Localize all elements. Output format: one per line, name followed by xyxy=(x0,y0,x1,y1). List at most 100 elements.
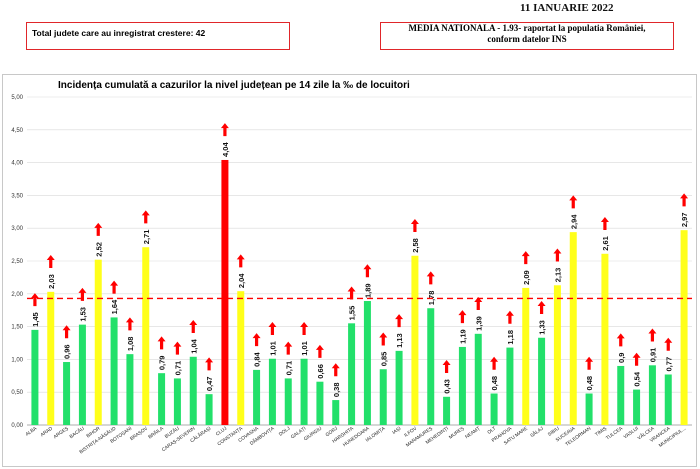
x-tick-label: BACĂU xyxy=(68,425,86,441)
bar xyxy=(474,333,482,425)
report-date: 11 IANUARIE 2022 xyxy=(520,2,614,14)
bar xyxy=(110,317,118,425)
up-arrow-icon xyxy=(315,344,324,358)
bar xyxy=(553,285,561,425)
national-average-box: MEDIA NATIONALA - 1.93- raportat la popu… xyxy=(380,22,674,50)
data-label: 1,13 xyxy=(395,333,404,348)
x-tick-label: OLT xyxy=(486,426,497,436)
up-arrow-icon xyxy=(220,123,229,137)
bar xyxy=(680,230,688,425)
x-tick-label: SĂLAJ xyxy=(529,425,546,439)
data-label: 0,54 xyxy=(633,371,642,386)
bar xyxy=(443,396,451,425)
bar xyxy=(142,247,150,425)
bar xyxy=(617,365,625,425)
bar xyxy=(648,365,656,425)
data-label: 1,01 xyxy=(268,341,277,356)
bar xyxy=(126,354,134,425)
up-arrow-icon xyxy=(157,336,166,350)
data-label: 0,79 xyxy=(158,356,167,371)
bar xyxy=(94,259,102,425)
bar xyxy=(633,389,641,425)
data-label: 2,52 xyxy=(94,242,103,257)
counties-increase-text: Total judete care au inregistrat crester… xyxy=(32,28,206,38)
up-arrow-icon xyxy=(632,352,641,366)
bar xyxy=(63,362,71,425)
bar xyxy=(395,350,403,425)
up-arrow-icon xyxy=(30,293,39,307)
bar xyxy=(300,358,308,425)
bar xyxy=(332,400,340,425)
data-label: 2,09 xyxy=(522,270,531,285)
bar xyxy=(664,374,672,425)
up-arrow-icon xyxy=(490,356,499,370)
data-label: 0,85 xyxy=(379,352,388,367)
y-tick-label: 2,00 xyxy=(11,292,23,298)
data-label: 1,55 xyxy=(348,306,357,321)
data-label: 0,77 xyxy=(664,357,673,372)
bar xyxy=(253,369,261,425)
x-tick-label: BRAȘOV xyxy=(129,425,149,442)
up-arrow-icon xyxy=(173,341,182,355)
bar xyxy=(268,358,276,425)
data-label: 4,04 xyxy=(221,142,230,157)
up-arrow-icon xyxy=(141,210,150,224)
up-arrow-icon xyxy=(600,216,609,230)
bar xyxy=(158,373,166,425)
chart-title: Incidența cumulată a cazurilor la nivel … xyxy=(58,80,410,91)
bar xyxy=(411,255,419,425)
y-tick-label: 0,50 xyxy=(11,390,23,396)
bar xyxy=(569,232,577,425)
bar xyxy=(348,323,356,425)
bar xyxy=(379,369,387,425)
data-label: 0,91 xyxy=(648,348,657,363)
national-average-line2: conform datelor INS xyxy=(487,34,567,44)
x-tick-label: MUREȘ xyxy=(448,426,466,441)
up-arrow-icon xyxy=(110,280,119,294)
data-label: 2,61 xyxy=(601,236,610,251)
data-label: 1,18 xyxy=(506,330,515,345)
x-tick-label: ARGEȘ xyxy=(53,426,70,441)
bar xyxy=(601,253,609,425)
x-tick-label: IAȘI xyxy=(391,426,402,436)
up-arrow-icon xyxy=(379,332,388,346)
y-tick-label: 4,00 xyxy=(11,161,23,167)
bar xyxy=(173,378,181,425)
data-label: 0,96 xyxy=(63,344,72,359)
y-tick-label: 4,50 xyxy=(11,128,23,134)
data-label: 1,64 xyxy=(110,299,119,314)
data-label: 0,66 xyxy=(316,364,325,379)
data-label: 2,03 xyxy=(47,274,56,289)
up-arrow-icon xyxy=(537,300,546,314)
data-label: 0,47 xyxy=(205,377,214,392)
up-arrow-icon xyxy=(252,333,261,347)
up-arrow-icon xyxy=(94,222,103,236)
bar xyxy=(237,291,245,425)
up-arrow-icon xyxy=(664,337,673,351)
y-tick-label: 5,00 xyxy=(11,95,23,101)
data-label: 0,71 xyxy=(284,361,293,376)
bar xyxy=(363,301,371,425)
bar xyxy=(585,393,593,425)
national-average-line1: MEDIA NATIONALA - 1.93- raportat la popu… xyxy=(408,23,646,33)
x-tick-label: NEAMȚ xyxy=(464,426,481,441)
x-tick-label: MUNICIPIUL... xyxy=(658,426,687,449)
data-label: 1,89 xyxy=(363,283,372,298)
data-label: 2,58 xyxy=(411,238,420,253)
x-tick-label: BRĂILA xyxy=(147,424,166,440)
up-arrow-icon xyxy=(569,195,578,209)
data-label: 0,84 xyxy=(253,351,262,366)
data-label: 0,71 xyxy=(173,361,182,376)
up-arrow-icon xyxy=(680,193,689,207)
y-tick-label: 0,00 xyxy=(11,423,23,429)
up-arrow-icon xyxy=(268,321,277,335)
up-arrow-icon xyxy=(426,271,435,285)
bar xyxy=(458,346,466,425)
bar xyxy=(78,324,86,425)
up-arrow-icon xyxy=(347,286,356,300)
y-tick-label: 1,50 xyxy=(11,325,23,331)
up-arrow-icon xyxy=(78,287,87,301)
x-tick-label: ALBA xyxy=(25,425,39,437)
